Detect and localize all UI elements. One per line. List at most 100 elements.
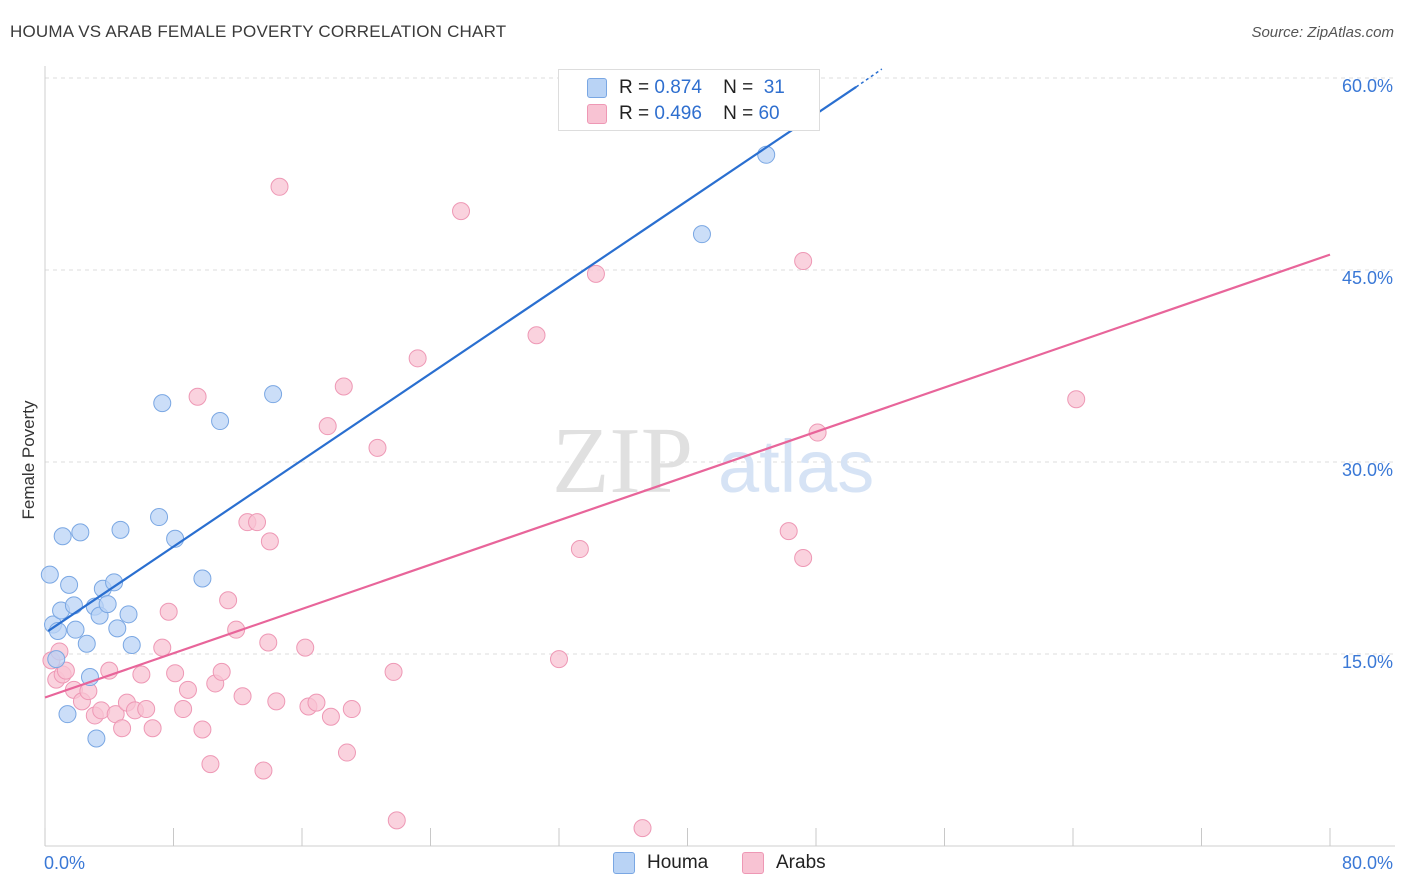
arabs-trend-line bbox=[44, 253, 1331, 699]
arabs-point-16 bbox=[137, 700, 156, 719]
arabs-point-51 bbox=[527, 326, 546, 345]
houma-point-22 bbox=[153, 394, 172, 413]
arabs-point-32 bbox=[248, 513, 267, 532]
arabs-point-15 bbox=[132, 665, 151, 684]
axes bbox=[44, 66, 1395, 847]
arabs-point-59 bbox=[808, 423, 827, 442]
arabs-point-45 bbox=[342, 700, 361, 719]
arabs-point-20 bbox=[166, 664, 185, 683]
legend-houma-r-label: R = bbox=[619, 77, 650, 98]
arabs-point-4 bbox=[56, 661, 75, 680]
houma-point-2 bbox=[47, 650, 66, 669]
houma-point-25 bbox=[211, 412, 230, 431]
legend-arabs-r-label: R = bbox=[619, 103, 650, 124]
y-tick-label-0: 15.0% bbox=[1342, 652, 1393, 672]
bottom-legend-houma: Houma bbox=[613, 852, 708, 874]
arabs-point-17 bbox=[143, 719, 162, 738]
houma-point-29 bbox=[58, 705, 77, 724]
houma-point-30 bbox=[87, 729, 106, 748]
arabs-point-60 bbox=[1067, 390, 1086, 409]
houma-point-20 bbox=[122, 636, 141, 655]
arabs-point-37 bbox=[270, 177, 289, 196]
houma-point-15 bbox=[98, 595, 117, 614]
arabs-point-42 bbox=[321, 707, 340, 726]
arabs-point-40 bbox=[307, 693, 326, 712]
arabs-point-55 bbox=[633, 819, 652, 838]
arabs-point-49 bbox=[408, 349, 427, 368]
arabs-point-54 bbox=[586, 264, 605, 283]
arabs-point-30 bbox=[233, 687, 252, 706]
arabs-point-36 bbox=[267, 692, 286, 711]
arabs-point-43 bbox=[334, 377, 353, 396]
houma-point-10 bbox=[77, 634, 96, 653]
houma-point-27 bbox=[692, 225, 711, 244]
houma-points bbox=[40, 145, 776, 748]
arabs-point-56 bbox=[779, 522, 798, 541]
tick-labels: 15.0% 30.0% 45.0% 60.0% 0.0% 80.0% bbox=[44, 76, 1393, 873]
arabs-point-18 bbox=[153, 638, 172, 657]
houma-point-17 bbox=[108, 619, 127, 638]
arabs-point-28 bbox=[219, 591, 238, 610]
source-label: Source: ZipAtlas.com bbox=[1251, 24, 1394, 41]
arabs-point-34 bbox=[259, 633, 278, 652]
arabs-point-58 bbox=[794, 252, 813, 271]
x-tick-label-0: 0.0% bbox=[44, 853, 85, 873]
bottom-legend: Houma Arabs bbox=[0, 852, 1406, 878]
bottom-legend-swatch-houma bbox=[613, 852, 635, 874]
x-tick-label-1: 80.0% bbox=[1342, 853, 1393, 873]
houma-point-19 bbox=[119, 605, 138, 624]
watermark-atlas: atlas bbox=[718, 425, 874, 508]
houma-point-9 bbox=[71, 523, 90, 542]
bottom-legend-arabs-label: Arabs bbox=[776, 852, 826, 873]
houma-point-8 bbox=[66, 620, 85, 639]
houma-trend-line bbox=[47, 86, 857, 632]
legend-arabs-n-label: N = bbox=[723, 103, 754, 124]
bottom-legend-swatch-arabs bbox=[742, 852, 764, 874]
arabs-point-27 bbox=[212, 662, 231, 681]
arabs-point-44 bbox=[337, 743, 356, 762]
legend-row-houma: R = 0.874 N = 31 bbox=[587, 75, 785, 101]
houma-point-6 bbox=[60, 575, 79, 594]
arabs-point-48 bbox=[387, 811, 406, 830]
arabs-point-41 bbox=[318, 417, 337, 436]
arabs-point-52 bbox=[550, 650, 568, 669]
houma-point-26 bbox=[264, 385, 283, 404]
houma-point-7 bbox=[64, 596, 83, 615]
legend-arabs-n-value: 60 bbox=[758, 103, 780, 124]
legend-houma-n-value: 31 bbox=[763, 77, 785, 98]
y-axis-label: Female Poverty bbox=[19, 400, 38, 520]
legend-box: R = 0.874 N = 31 R = 0.496 N = 60 bbox=[558, 69, 820, 131]
watermark: ZIP atlas bbox=[552, 409, 874, 513]
arabs-point-35 bbox=[260, 532, 279, 551]
houma-point-24 bbox=[193, 569, 212, 588]
arabs-point-21 bbox=[174, 700, 193, 719]
arabs-point-53 bbox=[570, 540, 589, 559]
legend-swatch-houma bbox=[587, 78, 607, 98]
arabs-point-24 bbox=[193, 720, 212, 739]
arabs-point-23 bbox=[188, 387, 207, 406]
bottom-legend-houma-label: Houma bbox=[647, 852, 709, 873]
arabs-point-47 bbox=[384, 662, 403, 681]
houma-point-0 bbox=[40, 565, 59, 584]
arabs-point-19 bbox=[159, 602, 178, 621]
legend-row-arabs: R = 0.496 N = 60 bbox=[587, 101, 780, 127]
y-tick-label-3: 60.0% bbox=[1342, 76, 1393, 96]
houma-point-16 bbox=[105, 573, 124, 592]
bottom-legend-arabs: Arabs bbox=[742, 852, 826, 874]
legend-arabs-r-value: 0.496 bbox=[654, 103, 702, 124]
houma-trend-extension bbox=[855, 68, 883, 88]
legend-houma-r-value: 0.874 bbox=[654, 77, 702, 98]
houma-point-5 bbox=[53, 527, 72, 546]
watermark-zip: ZIP bbox=[552, 409, 693, 513]
arabs-point-38 bbox=[296, 638, 315, 657]
legend-houma-n-label: N = bbox=[723, 77, 754, 98]
legend-swatch-arabs bbox=[587, 104, 607, 124]
y-tick-label-1: 30.0% bbox=[1342, 460, 1393, 480]
trend-lines bbox=[44, 68, 1331, 699]
arabs-point-12 bbox=[113, 719, 132, 738]
arabs-point-22 bbox=[178, 680, 197, 699]
chart-title: HOUMA VS ARAB FEMALE POVERTY CORRELATION… bbox=[10, 22, 507, 41]
arabs-point-46 bbox=[368, 438, 387, 457]
arabs-point-50 bbox=[452, 202, 471, 221]
